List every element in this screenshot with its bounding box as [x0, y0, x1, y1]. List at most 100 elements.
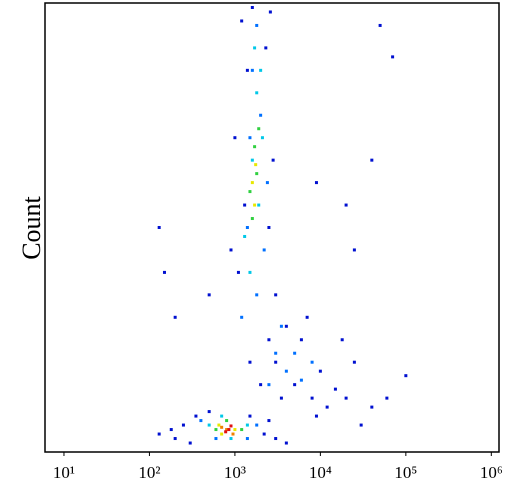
data-point: [248, 270, 252, 274]
data-point: [188, 441, 192, 445]
data-point: [245, 68, 249, 72]
data-point: [404, 374, 408, 378]
data-point: [250, 181, 254, 185]
y-axis-label: Count: [17, 195, 46, 259]
data-point: [231, 432, 235, 436]
data-point: [391, 55, 395, 59]
data-point: [255, 91, 259, 95]
x-tick-label: 10⁶: [480, 463, 503, 482]
x-tick-label: 10¹: [53, 463, 75, 482]
data-point: [305, 315, 309, 319]
data-point: [267, 419, 271, 423]
data-point: [217, 423, 221, 427]
data-point: [274, 293, 278, 297]
x-tick-label: 10³: [224, 463, 246, 482]
data-point: [233, 428, 237, 432]
data-point: [370, 405, 374, 409]
data-point: [207, 423, 211, 427]
data-point: [259, 383, 263, 387]
data-point: [284, 369, 288, 373]
data-point: [233, 136, 237, 140]
data-point: [271, 158, 275, 162]
data-point: [314, 414, 318, 418]
data-point: [279, 324, 283, 328]
data-point: [284, 441, 288, 445]
data-point: [254, 163, 258, 167]
data-point: [340, 338, 344, 342]
data-point: [248, 190, 252, 194]
data-point: [214, 437, 218, 441]
data-point: [370, 158, 374, 162]
data-point: [227, 428, 231, 432]
data-point: [225, 428, 229, 432]
data-point: [229, 424, 233, 428]
data-point: [253, 203, 257, 207]
data-point: [240, 315, 244, 319]
data-point: [255, 293, 259, 297]
data-point: [173, 437, 177, 441]
data-point: [220, 414, 224, 418]
data-point: [229, 248, 233, 252]
data-point: [260, 136, 264, 140]
data-point: [157, 226, 161, 229]
x-tick-label: 10²: [138, 463, 160, 482]
data-point: [262, 432, 266, 436]
data-point: [333, 387, 337, 391]
data-point: [250, 5, 254, 9]
data-point: [250, 217, 254, 221]
data-point: [310, 396, 314, 400]
data-point: [284, 324, 288, 328]
data-point: [352, 360, 356, 364]
data-point: [265, 181, 269, 185]
data-point: [199, 419, 203, 423]
plot-frame: [44, 2, 500, 453]
data-point: [250, 158, 254, 162]
data-point: [220, 432, 224, 436]
data-point: [255, 423, 259, 427]
data-point: [344, 203, 348, 207]
data-point: [314, 181, 318, 185]
data-point: [243, 234, 247, 238]
data-point: [169, 428, 173, 432]
data-point: [157, 432, 161, 436]
data-point: [264, 46, 268, 50]
data-point: [207, 293, 211, 297]
data-point: [310, 360, 314, 364]
data-point: [245, 423, 249, 427]
data-point: [255, 172, 259, 176]
data-point: [214, 428, 218, 432]
data-point: [255, 23, 259, 27]
x-tick-label: 10⁵: [394, 463, 417, 482]
data-point: [225, 419, 229, 423]
data-point: [240, 428, 244, 432]
data-point: [250, 68, 254, 72]
data-point: [194, 414, 198, 418]
data-point: [253, 145, 257, 149]
data-point: [243, 203, 247, 207]
data-point: [352, 248, 356, 252]
data-point: [359, 423, 363, 427]
data-point: [267, 226, 271, 229]
data-point: [245, 437, 249, 441]
data-point: [293, 383, 297, 387]
data-point: [220, 425, 224, 429]
data-point: [207, 410, 211, 414]
data-point: [318, 369, 322, 373]
data-point: [259, 113, 263, 117]
data-point: [236, 270, 240, 274]
data-point: [378, 23, 382, 27]
data-point: [245, 226, 249, 229]
data-point: [274, 360, 278, 364]
data-point: [274, 437, 278, 441]
data-point: [229, 437, 233, 441]
data-point: [257, 127, 261, 131]
data-point: [325, 405, 329, 409]
data-point: [181, 423, 185, 427]
data-point: [253, 46, 257, 50]
data-point: [162, 270, 166, 274]
data-point: [267, 338, 271, 342]
data-point: [268, 10, 272, 14]
data-point: [385, 396, 389, 400]
data-point: [257, 203, 261, 207]
data-point: [267, 383, 271, 387]
